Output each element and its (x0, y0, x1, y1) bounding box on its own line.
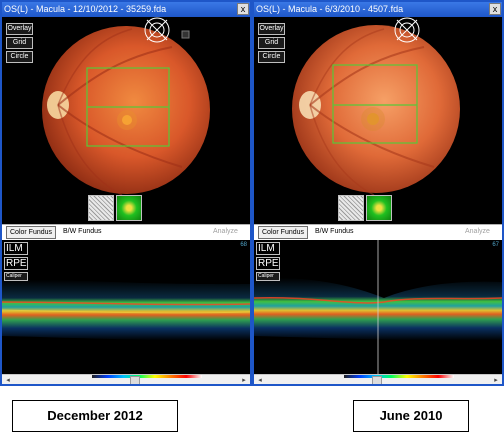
color-thumbnail[interactable] (116, 195, 142, 221)
fundus-image-panel[interactable]: Overlay Grid Circle (254, 17, 502, 224)
tab-color-fundus[interactable]: Color Fundus (6, 226, 57, 239)
color-scale-bar (92, 375, 202, 378)
tab-bw-fundus[interactable]: B/W Fundus (315, 228, 354, 235)
ilm-label[interactable]: ILM (4, 242, 28, 255)
circle-button[interactable]: Circle (6, 51, 33, 63)
oct-bscan (254, 240, 502, 374)
fundus-image-panel[interactable]: Overlay Grid Circle (2, 17, 250, 224)
title-bar: OS(L) - Macula - 12/10/2012 - 35259.fda … (2, 2, 250, 17)
overlay-button[interactable]: Overlay (258, 23, 285, 35)
caption-left-date: December 2012 (12, 400, 178, 432)
title-bar: OS(L) - Macula - 6/3/2010 - 4507.fda x (254, 2, 502, 17)
rpe-label[interactable]: RPE (4, 257, 28, 270)
window-right: OS(L) - Macula - 6/3/2010 - 4507.fda x (252, 0, 504, 386)
color-thumbnail[interactable] (366, 195, 392, 221)
grid-button[interactable]: Grid (6, 37, 33, 49)
bw-fundus-thumbnail[interactable] (338, 195, 364, 221)
oct-scan-panel[interactable]: ILM RPE Caliper 68 (2, 240, 250, 374)
close-icon[interactable]: x (237, 3, 249, 15)
scroll-right-arrow-icon[interactable]: ▸ (494, 377, 498, 384)
rpe-label[interactable]: RPE (256, 257, 280, 270)
slice-scrollbar[interactable]: ◂ ▸ (254, 374, 502, 384)
slice-scrollbar[interactable]: ◂ ▸ (2, 374, 250, 384)
bw-fundus-thumbnail[interactable] (88, 195, 114, 221)
caliper-button[interactable]: Caliper (256, 272, 280, 281)
circle-button[interactable]: Circle (258, 51, 285, 63)
window-title: OS(L) - Macula - 6/3/2010 - 4507.fda (256, 4, 404, 14)
fundus-photo (42, 26, 210, 196)
slice-number: 67 (492, 242, 499, 248)
oct-bscan (2, 279, 250, 341)
analyze-button[interactable]: Analyze (213, 228, 238, 235)
scroll-right-arrow-icon[interactable]: ▸ (242, 377, 246, 384)
ilm-label[interactable]: ILM (256, 242, 280, 255)
tab-color-fundus[interactable]: Color Fundus (258, 226, 309, 239)
window-title: OS(L) - Macula - 12/10/2012 - 35259.fda (4, 4, 167, 14)
overlay-button[interactable]: Overlay (6, 23, 33, 35)
fundus-photo (292, 25, 460, 196)
window-left: OS(L) - Macula - 12/10/2012 - 35259.fda … (0, 0, 252, 386)
view-tabs: Color Fundus B/W Fundus Analyze (2, 224, 250, 240)
tab-bw-fundus[interactable]: B/W Fundus (63, 228, 102, 235)
scroll-left-arrow-icon[interactable]: ◂ (258, 377, 262, 384)
scroll-thumb[interactable] (130, 376, 140, 384)
view-tabs: Color Fundus B/W Fundus Analyze (254, 224, 502, 240)
caption-right-date: June 2010 (353, 400, 469, 432)
scroll-left-arrow-icon[interactable]: ◂ (6, 377, 10, 384)
scroll-thumb[interactable] (372, 376, 382, 384)
slice-number: 68 (240, 242, 247, 248)
close-icon[interactable]: x (489, 3, 501, 15)
crosshair-target-icon[interactable] (394, 17, 420, 43)
grid-button[interactable]: Grid (258, 37, 285, 49)
caliper-button[interactable]: Caliper (4, 272, 28, 281)
crosshair-target-icon[interactable] (144, 17, 170, 43)
oct-scan-panel[interactable]: ILM RPE Caliper 67 (254, 240, 502, 374)
analyze-button[interactable]: Analyze (465, 228, 490, 235)
color-scale-bar (344, 375, 454, 378)
